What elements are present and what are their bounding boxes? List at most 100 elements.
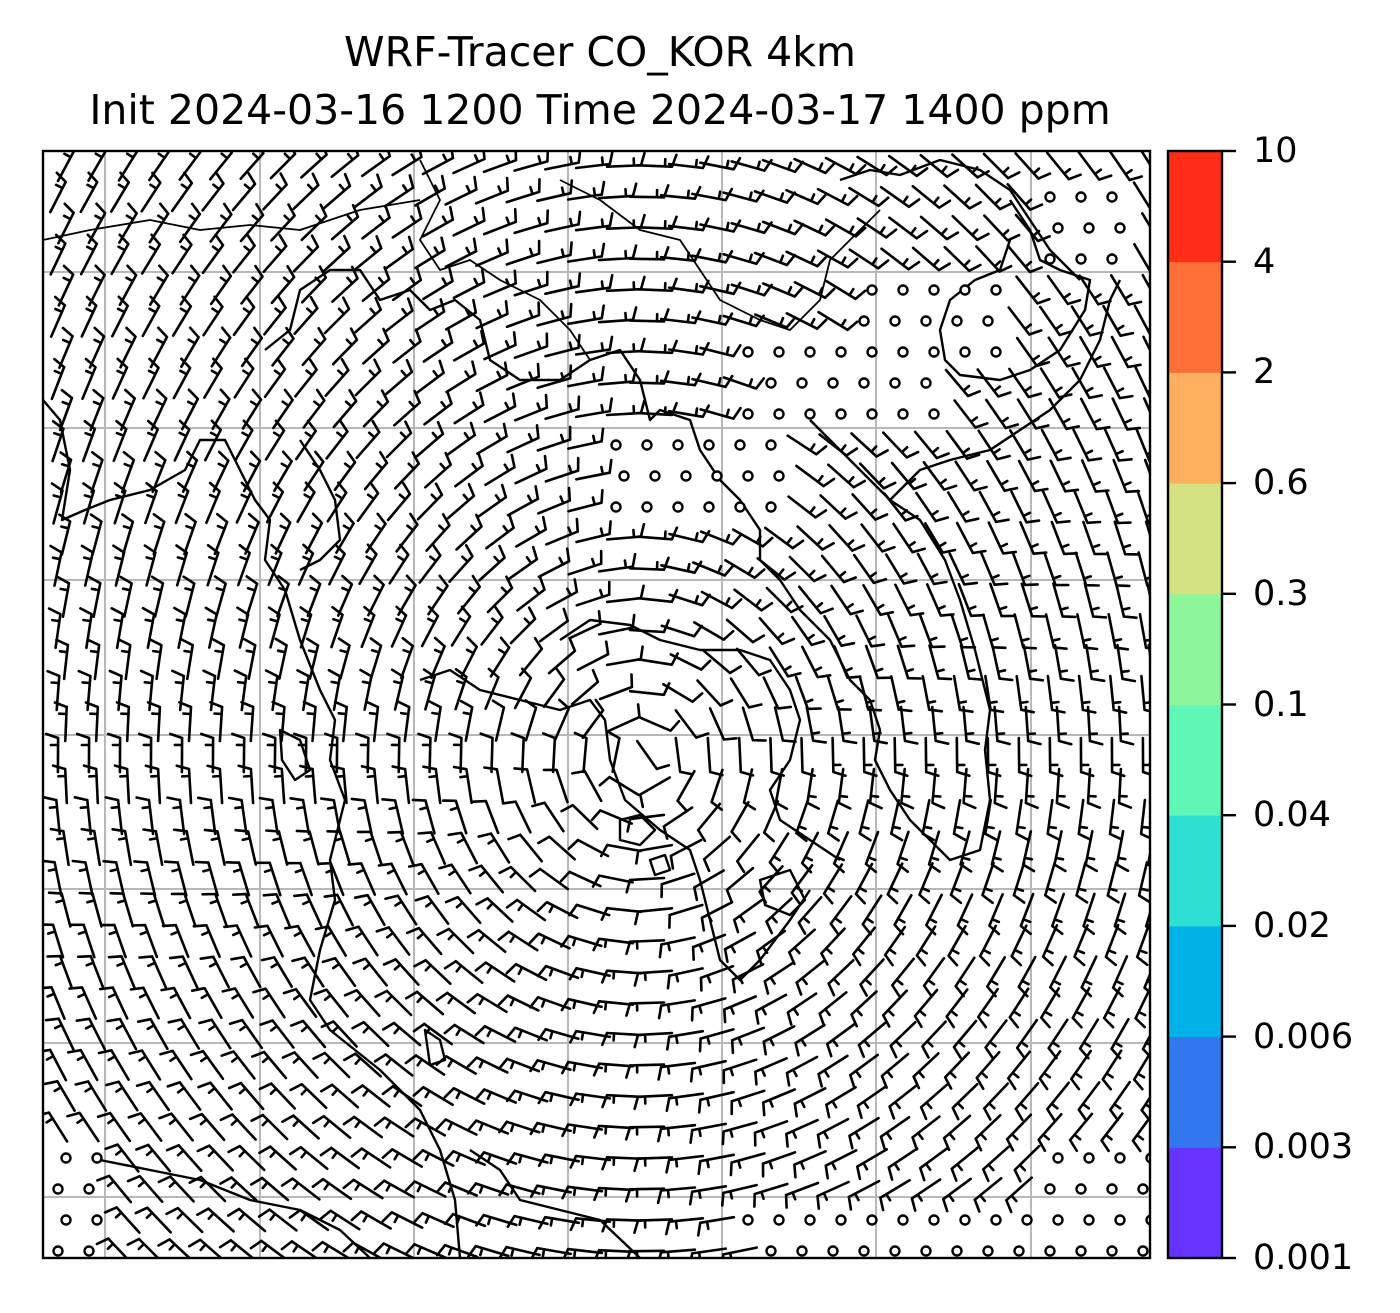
wind-barb	[172, 357, 192, 400]
wind-barb	[386, 732, 401, 774]
wind-barb	[342, 1178, 384, 1200]
wind-barb	[484, 453, 516, 487]
wind-barb	[510, 732, 525, 774]
wind-barb	[252, 987, 286, 1019]
wind-barb	[81, 419, 97, 463]
wind-barb	[136, 1017, 169, 1051]
calm-marker	[83, 1183, 95, 1195]
wind-barb	[722, 1058, 758, 1085]
colorbar-segment	[1168, 261, 1222, 373]
wind-barb	[593, 1124, 635, 1139]
wind-barb	[825, 1086, 857, 1119]
wind-barb	[569, 1217, 612, 1232]
wind-barb	[593, 1186, 635, 1202]
wind-barb	[773, 706, 797, 743]
calm-marker	[796, 377, 808, 389]
wind-barb	[444, 237, 478, 269]
wind-barb	[172, 828, 195, 866]
wind-barb	[103, 1206, 141, 1234]
wind-barb	[1039, 305, 1074, 337]
wind-barb	[862, 584, 895, 616]
wind-barb	[319, 1209, 361, 1231]
wind-barb	[1053, 644, 1075, 682]
wind-barb	[785, 250, 828, 268]
wind-barb	[764, 526, 805, 550]
wind-barb	[567, 427, 605, 450]
wind-barb	[600, 969, 643, 984]
wind-barb	[756, 557, 797, 581]
wind-barb	[507, 833, 543, 863]
wind-barb	[827, 959, 855, 997]
calm-marker	[1106, 1245, 1118, 1257]
wind-barb	[784, 1181, 820, 1209]
wind-barb	[235, 481, 253, 524]
wind-barb	[381, 798, 405, 835]
wind-barb	[448, 732, 463, 774]
wind-barb	[725, 866, 755, 903]
wind-barb	[1017, 736, 1033, 778]
wind-barb	[513, 393, 549, 422]
wind-barb	[360, 605, 376, 649]
wind-barb	[575, 458, 613, 481]
wind-barb	[1037, 1113, 1063, 1152]
wind-barb	[232, 295, 256, 337]
wind-barb	[330, 151, 360, 178]
wind-barb	[697, 1153, 735, 1176]
wind-barb	[263, 357, 287, 399]
wind-barb	[768, 832, 790, 874]
wind-barb	[71, 859, 94, 897]
wind-barb	[1148, 780, 1150, 805]
wind-barb	[528, 932, 571, 950]
wind-barb	[888, 1084, 918, 1120]
wind-barb	[575, 520, 612, 544]
calm-marker	[773, 1214, 785, 1226]
wind-barb	[692, 561, 735, 577]
wind-barb	[362, 327, 390, 365]
wind-barb	[662, 683, 704, 703]
wind-barb	[986, 460, 1019, 492]
wind-barb	[660, 624, 703, 638]
wind-barb	[270, 265, 296, 305]
wind-barb	[326, 830, 352, 866]
wind-barb	[435, 1118, 478, 1136]
wind-barb	[633, 1218, 674, 1234]
wind-barb	[880, 247, 921, 271]
wind-barb	[1144, 520, 1150, 540]
calm-marker	[60, 1152, 72, 1164]
wind-barb	[1015, 674, 1035, 714]
wind-barb	[515, 515, 547, 548]
wind-barb	[856, 1148, 888, 1181]
wind-barb	[883, 492, 919, 522]
wind-barb	[605, 399, 646, 417]
calm-marker	[1075, 253, 1087, 265]
wind-barb	[67, 1048, 99, 1082]
wind-barb	[95, 1237, 129, 1258]
wind-barb	[837, 767, 852, 810]
wind-barb	[362, 389, 390, 428]
wind-barb	[360, 151, 392, 178]
wind-barb	[977, 987, 999, 1029]
wind-barb	[55, 638, 70, 681]
wind-barb	[1103, 428, 1133, 462]
calm-marker	[990, 346, 1002, 358]
calm-marker	[1044, 1245, 1056, 1257]
wind-barb	[1019, 892, 1035, 936]
wind-barb	[311, 1114, 352, 1140]
wind-barb	[605, 337, 646, 355]
wind-barb	[466, 1119, 510, 1135]
wind-barb	[762, 282, 805, 298]
wind-barb	[889, 1020, 917, 1059]
wind-barb	[755, 929, 787, 965]
calm-marker	[703, 439, 715, 451]
wind-barb	[566, 304, 605, 326]
wind-barb	[954, 460, 988, 492]
calm-marker	[91, 1152, 103, 1164]
wind-barb	[1139, 798, 1150, 840]
wind-barb	[553, 698, 571, 741]
wind-barb	[669, 653, 712, 671]
wind-barb	[817, 1054, 849, 1088]
wind-barb	[599, 843, 642, 858]
wind-barb	[78, 891, 103, 928]
wind-barb	[59, 451, 73, 494]
wind-barb	[197, 1081, 233, 1111]
